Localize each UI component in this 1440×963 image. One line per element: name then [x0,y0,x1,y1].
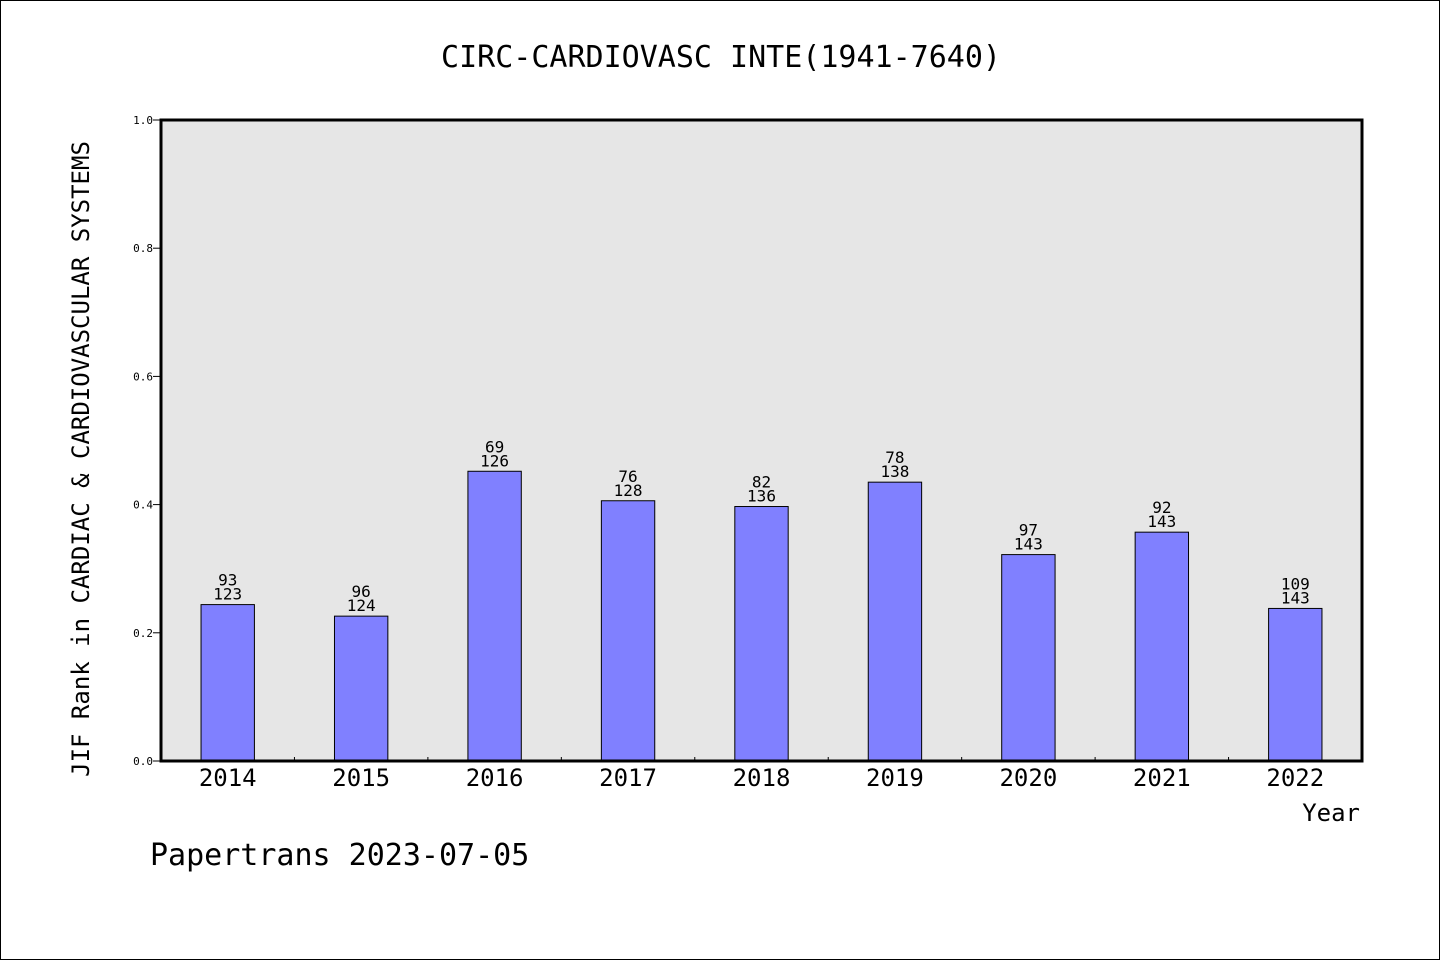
bar-2020 [1001,554,1056,762]
bar-label-rank: 97 [1019,521,1038,540]
bars [200,470,1323,762]
x-axis-label: Year [1302,799,1360,827]
x-tick-label: 2019 [866,764,924,792]
y-tick-label: 0.2 [133,627,153,640]
bar-label-total: 143 [1014,535,1043,554]
bar-2018 [734,506,789,762]
bar-2022 [1268,607,1323,762]
bar-label-rank: 69 [485,437,504,456]
x-tick-label: 2014 [199,764,257,792]
bar-label-rank: 109 [1281,574,1310,593]
bar-label-total: 124 [347,596,376,615]
bar-2014 [200,604,255,762]
y-axis-ticks: 0.0 0.2 0.4 0.6 0.8 1.0 [133,114,161,768]
y-tick-label: 0.0 [133,755,153,768]
bar-2017 [600,500,656,762]
bar-2019 [867,481,923,762]
y-axis-label: JIF Rank in CARDIAC & CARDIOVASCULAR SYS… [67,141,95,777]
y-tick-label: 0.6 [133,370,153,383]
y-tick-label: 1.0 [133,114,153,127]
x-tick-label: 2021 [1133,764,1191,792]
bar-label-rank: 96 [352,582,371,601]
x-tick-label: 2018 [733,764,791,792]
x-tick-label: 2016 [466,764,524,792]
y-tick-label: 0.4 [133,499,153,512]
bar-2016 [467,470,522,762]
x-tick-label: 2022 [1266,764,1324,792]
x-axis-ticks: 2014 2015 2016 2017 2018 2019 2020 2021 2022 [199,757,1324,792]
x-tick-label: 2015 [332,764,390,792]
bar-label-rank: 78 [885,448,904,467]
bar-label-total: 126 [480,451,509,470]
bar-2015 [333,615,389,762]
bar-label-rank: 82 [752,473,771,492]
bar-label-total: 136 [747,487,776,506]
footer-caption: Papertrans 2023-07-05 [150,838,529,873]
bar-2021 [1134,531,1190,762]
y-tick-label: 0.8 [133,242,153,255]
bar-label-rank: 93 [218,571,237,590]
bar-label-total: 138 [880,462,909,481]
chart-title: CIRC-CARDIOVASC INTE(1941-7640) [441,40,1001,75]
bar-label-total: 143 [1147,512,1176,531]
bar-label-total: 123 [213,585,242,604]
bar-label-total: 143 [1281,588,1310,607]
x-tick-label: 2017 [599,764,657,792]
x-tick-label: 2020 [999,764,1057,792]
bar-label-rank: 76 [618,467,637,486]
plot-frame [159,118,1364,763]
bar-label-rank: 92 [1152,498,1171,517]
bar-label-total: 128 [614,481,643,500]
